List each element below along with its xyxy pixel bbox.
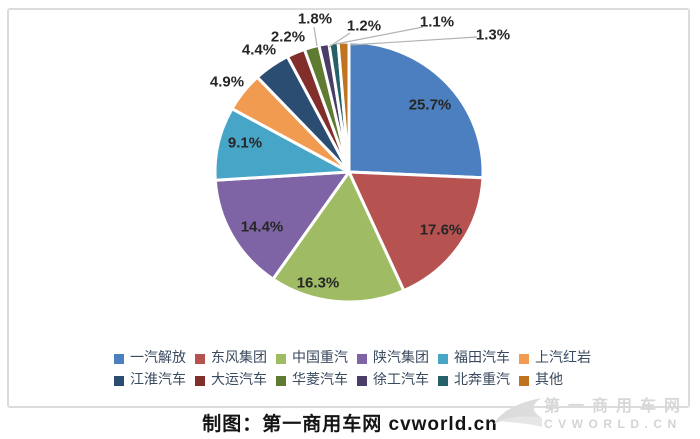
- legend-swatch-icon: [357, 376, 367, 386]
- percent-label-东风集团: 17.6%: [420, 222, 463, 239]
- percent-label-徐工汽车: 1.2%: [347, 18, 381, 35]
- legend-swatch-icon: [438, 354, 448, 364]
- pie-slice-陕汽集团: [213, 170, 351, 281]
- percent-label-华菱汽车: 1.8%: [298, 11, 332, 28]
- percent-label-福田汽车: 9.1%: [228, 135, 262, 152]
- percent-label-陕汽集团: 14.4%: [241, 219, 284, 236]
- legend-swatch-icon: [438, 376, 448, 386]
- legend-item-陕汽集团: 陕汽集团: [357, 349, 438, 369]
- leader-line-华菱汽车: [313, 26, 318, 47]
- legend-label: 江淮汽车: [130, 373, 186, 388]
- legend-label: 其他: [535, 373, 563, 388]
- legend-label: 一汽解放: [130, 351, 186, 366]
- legend-item-华菱汽车: 华菱汽车: [276, 371, 357, 391]
- pie-slice-中国重汽: [271, 170, 406, 304]
- legend-swatch-icon: [195, 354, 205, 364]
- pie-percent-labels: 25.7% 17.6% 16.3% 14.4% 9.1% 4.9% 4.4%2.2%1.8%…: [210, 11, 510, 292]
- legend-swatch-icon: [519, 354, 529, 364]
- caption: 制图：第一商用车网 cvworld.cn: [202, 414, 498, 435]
- percent-label-大运汽车: 2.2%: [271, 29, 305, 46]
- legend-item-福田汽车: 福田汽车: [438, 349, 519, 369]
- legend-label: 中国重汽: [292, 351, 348, 366]
- legend-swatch-icon: [519, 376, 529, 386]
- legend-swatch-icon: [114, 376, 124, 386]
- legend-label: 福田汽车: [454, 351, 510, 366]
- legend-label: 北奔重汽: [454, 373, 510, 388]
- percent-label-其他: 1.3%: [476, 27, 510, 44]
- chart-legend: 一汽解放 东风集团 中国重汽 陕汽集团 福田汽车 上汽红岩江淮汽车 大运汽车 华菱汽车 徐工汽车…: [114, 349, 600, 391]
- leader-line-北奔重汽: [335, 26, 424, 45]
- legend-item-东风集团: 东风集团: [195, 349, 276, 369]
- percent-label-中国重汽: 16.3%: [297, 275, 340, 292]
- legend-item-北奔重汽: 北奔重汽: [438, 371, 519, 391]
- legend-label: 华菱汽车: [292, 373, 348, 388]
- legend-swatch-icon: [276, 376, 286, 386]
- legend-swatch-icon: [195, 376, 205, 386]
- legend-label: 东风集团: [211, 351, 267, 366]
- legend-label: 徐工汽车: [373, 373, 429, 388]
- legend-item-徐工汽车: 徐工汽车: [357, 371, 438, 391]
- legend-item-中国重汽: 中国重汽: [276, 349, 357, 369]
- percent-label-一汽解放: 25.7%: [409, 97, 452, 114]
- legend-swatch-icon: [357, 354, 367, 364]
- legend-item-上汽红岩: 上汽红岩: [519, 349, 600, 369]
- leader-line-徐工汽车: [328, 32, 351, 48]
- legend-label: 上汽红岩: [535, 351, 591, 366]
- percent-label-江淮汽车: 4.4%: [242, 42, 276, 59]
- legend-label: 大运汽车: [211, 373, 267, 388]
- legend-label: 陕汽集团: [373, 351, 429, 366]
- pie-leader-lines: [313, 26, 478, 48]
- legend-item-其他: 其他: [519, 371, 600, 391]
- pie-slices: [213, 40, 485, 304]
- leader-line-其他: [349, 36, 478, 46]
- legend-swatch-icon: [114, 354, 124, 364]
- legend-item-大运汽车: 大运汽车: [195, 371, 276, 391]
- pie-slice-东风集团: [347, 170, 485, 293]
- legend-item-一汽解放: 一汽解放: [114, 349, 195, 369]
- percent-label-上汽红岩: 4.9%: [210, 74, 244, 91]
- legend-swatch-icon: [276, 354, 286, 364]
- legend-item-江淮汽车: 江淮汽车: [114, 371, 195, 391]
- percent-label-北奔重汽: 1.1%: [420, 14, 454, 31]
